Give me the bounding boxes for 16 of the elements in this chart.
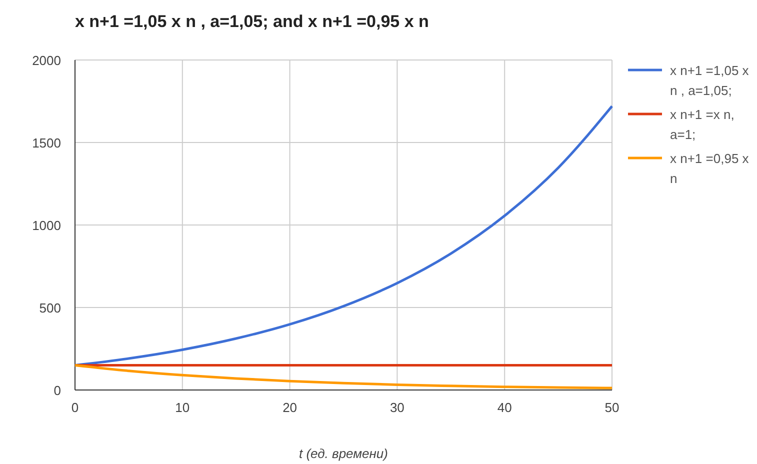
y-tick-label: 500 (39, 300, 61, 316)
x-tick-label: 50 (604, 400, 620, 415)
x-axis-title: t (ед. времени) (298, 446, 388, 461)
y-tick-label: 0 (54, 383, 61, 398)
x-tick-label: 0 (71, 400, 79, 415)
chart-title: x n+1 =1,05 x n , a=1,05; and x n+1 =0,95 x n (75, 12, 429, 31)
legend-label: x n+1 =1,05 x n , a=1,05; (670, 63, 750, 98)
y-tick-label: 1500 (32, 136, 61, 150)
x-tick-label: 30 (390, 400, 404, 415)
x-tick-label: 20 (282, 400, 298, 415)
legend-label: x n+1 =0,95 x n (670, 151, 750, 186)
legend-label: x n+1 =x n, a=1; (670, 107, 734, 142)
y-tick-label: 1000 (32, 218, 61, 233)
x-tick-label: 10 (175, 400, 190, 415)
x-tick-label: 40 (497, 400, 512, 415)
y-tick-label: 2000 (32, 53, 61, 68)
